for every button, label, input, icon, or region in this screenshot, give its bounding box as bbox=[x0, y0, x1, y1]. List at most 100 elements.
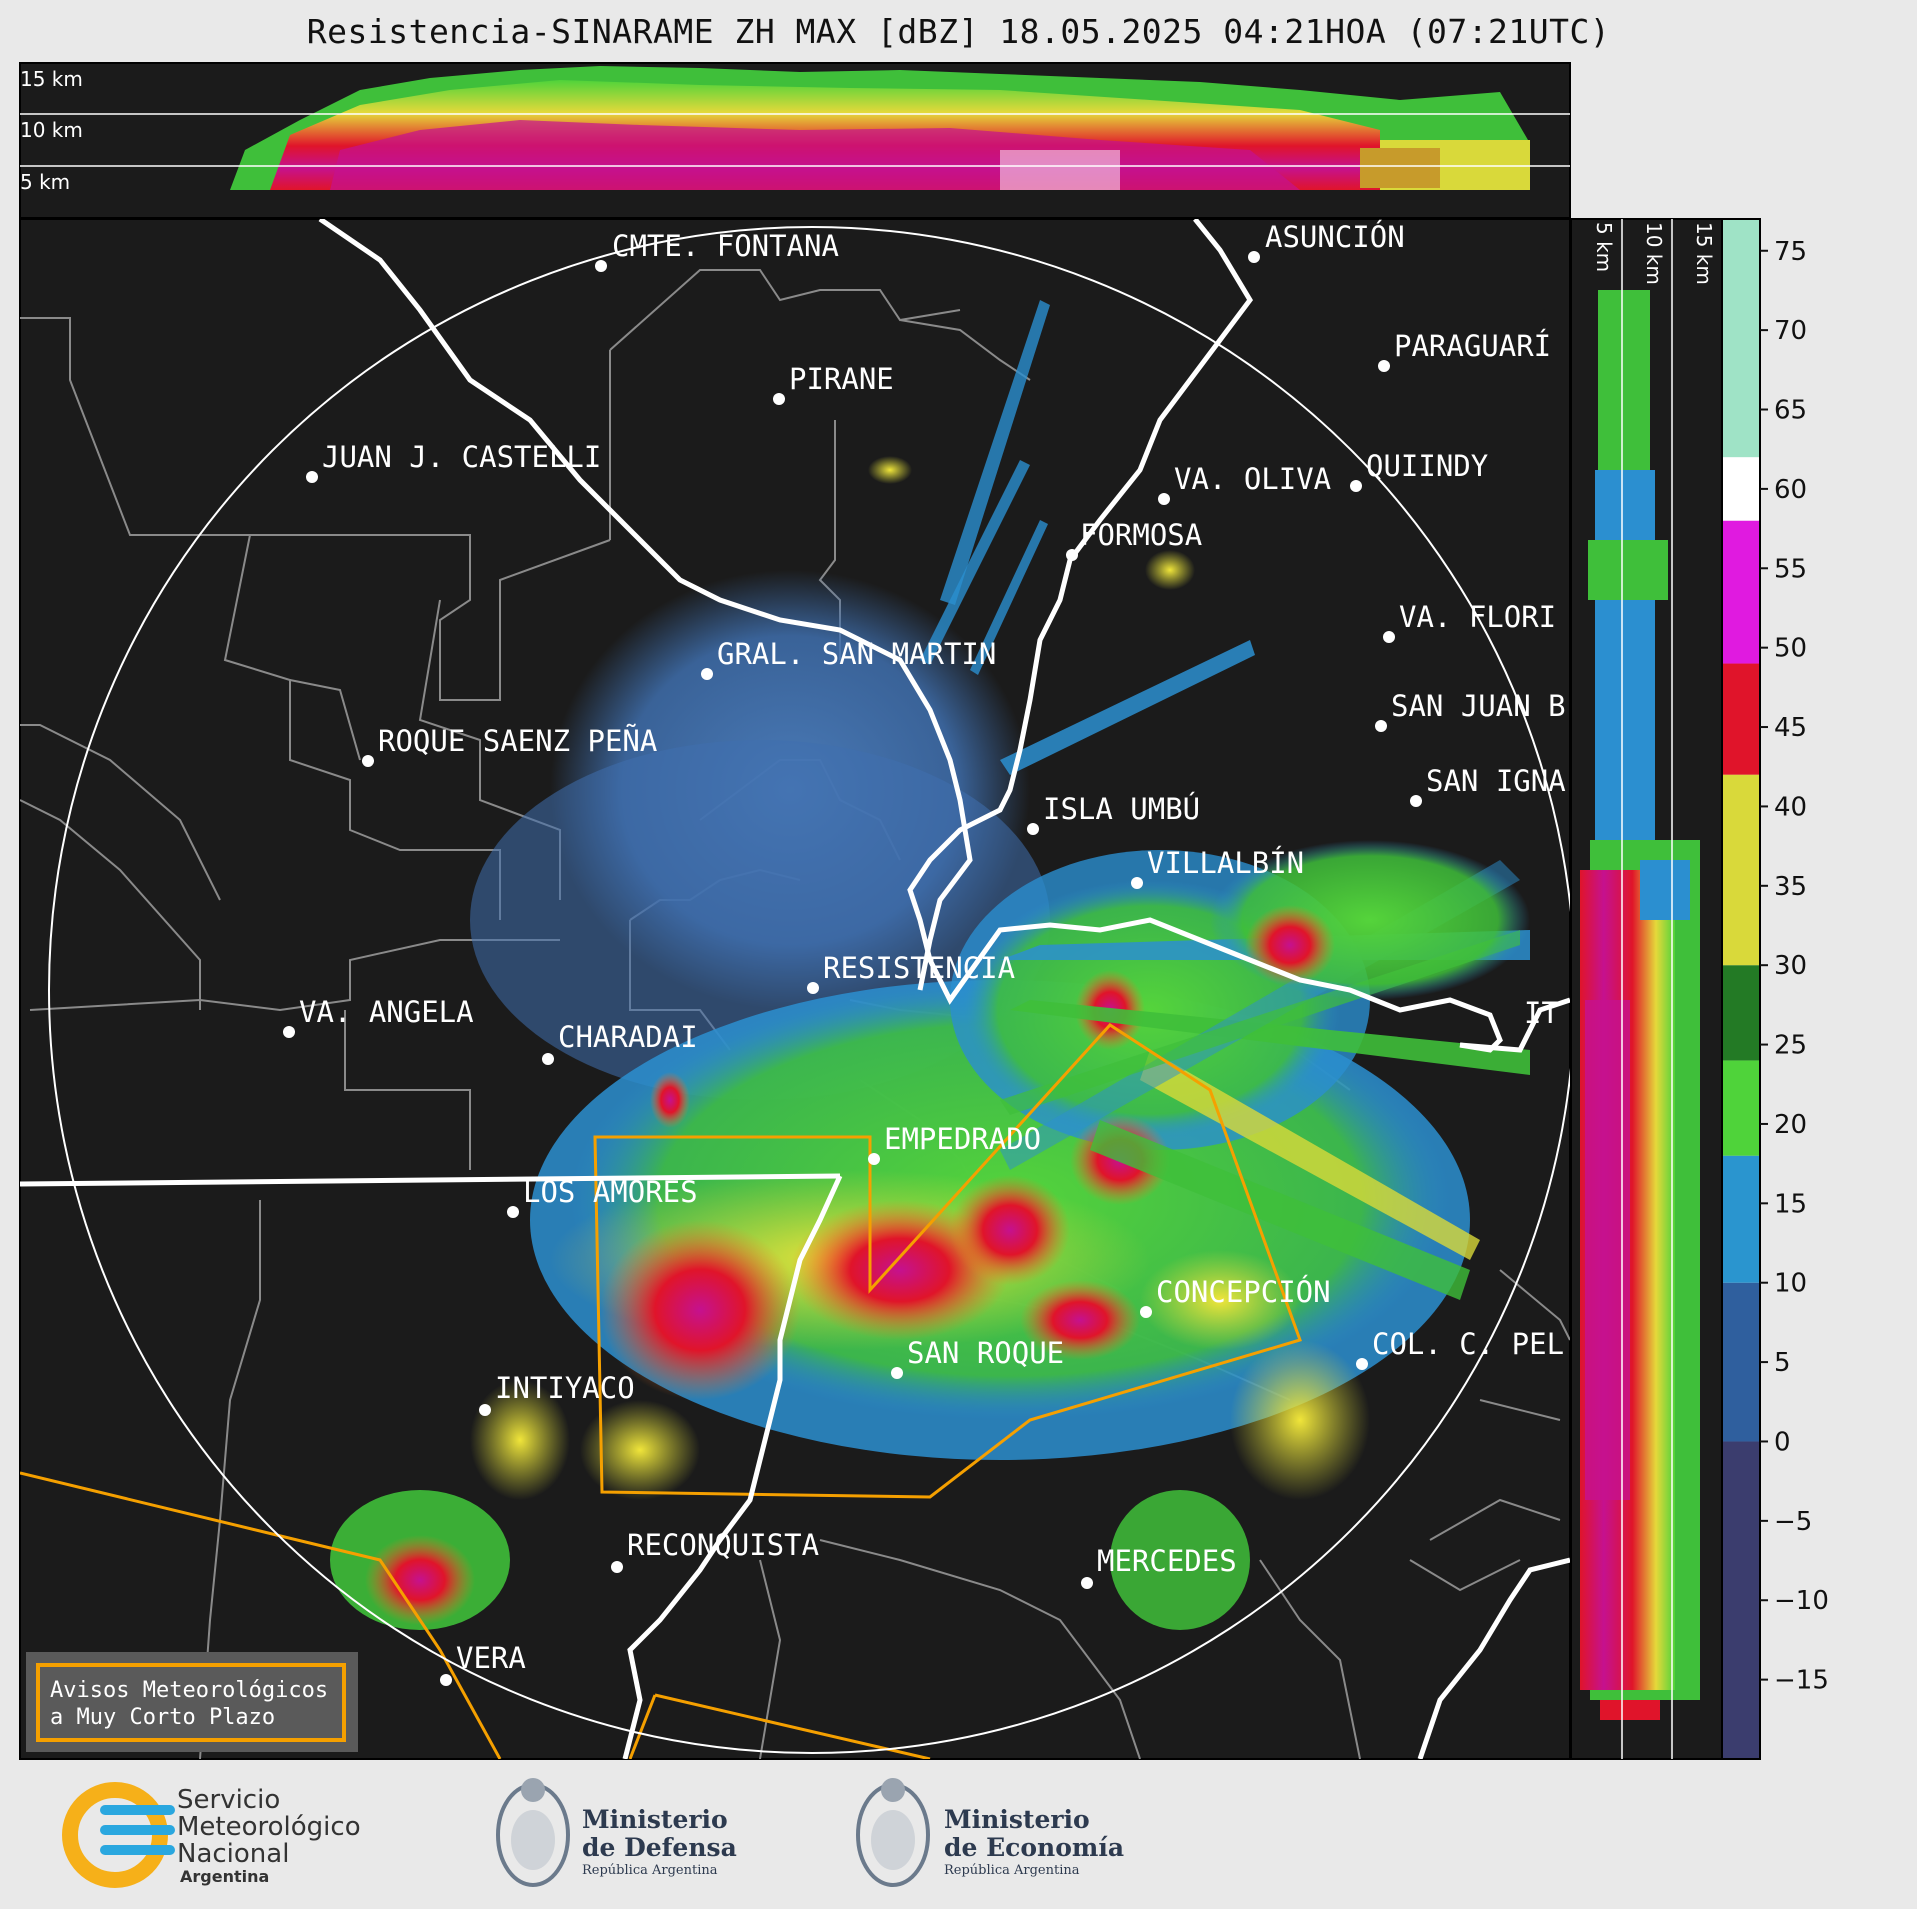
city-formosa: FORMOSA bbox=[1066, 518, 1202, 561]
city-label: ROQUE SAENZ PEÑA bbox=[378, 724, 657, 758]
rivers bbox=[20, 219, 1570, 1759]
city-mercedes: MERCEDES bbox=[1081, 1544, 1237, 1589]
city-reconquista: RECONQUISTA bbox=[611, 1528, 819, 1573]
city-va-flori: VA. FLORI bbox=[1383, 600, 1556, 643]
city-label: FORMOSA bbox=[1080, 518, 1202, 552]
city-label: INTIYACO bbox=[495, 1371, 635, 1405]
colorbar-band bbox=[1722, 965, 1760, 1061]
city-quiindy: QUIINDY bbox=[1350, 449, 1488, 492]
colorbar-band bbox=[1722, 663, 1760, 775]
colorbar-tick-label: 15 bbox=[1774, 1189, 1807, 1219]
city-san-igna: SAN IGNA bbox=[1410, 764, 1566, 807]
city-label: VILLALBÍN bbox=[1147, 846, 1304, 880]
defensa-line1: Ministerio bbox=[582, 1805, 728, 1834]
city-san-roque: SAN ROQUE bbox=[891, 1336, 1064, 1379]
city-cmte-fontana: CMTE. FONTANA bbox=[595, 229, 839, 272]
colorbar-band bbox=[1722, 1441, 1760, 1759]
city-concepcion: CONCEPCIÓN bbox=[1140, 1275, 1331, 1318]
city-label: IT bbox=[1524, 996, 1559, 1030]
city-label: SAN ROQUE bbox=[907, 1336, 1064, 1370]
colorbar-tick-label: 25 bbox=[1774, 1031, 1807, 1061]
defensa-logo: Ministerio de Defensa República Argentin… bbox=[496, 1778, 737, 1887]
city-label: ASUNCIÓN bbox=[1265, 220, 1405, 254]
colorbar-tick-label: −10 bbox=[1774, 1586, 1829, 1616]
city-label: CONCEPCIÓN bbox=[1156, 1275, 1331, 1309]
city-empedrado: EMPEDRADO bbox=[868, 1122, 1041, 1165]
defensa-line3: República Argentina bbox=[582, 1863, 718, 1878]
economia-line3: República Argentina bbox=[944, 1863, 1080, 1878]
city-col-c-pel: COL. C. PEL bbox=[1356, 1327, 1564, 1370]
top-height-label-15: 15 km bbox=[20, 67, 83, 91]
colorbar-tick-label: 40 bbox=[1774, 792, 1807, 822]
colorbar-tick-label: 50 bbox=[1774, 634, 1807, 664]
warning-legend-line1: Avisos Meteorológicos bbox=[50, 1678, 328, 1703]
city-villalbin: VILLALBÍN bbox=[1131, 846, 1304, 889]
colorbar-tick-label: 65 bbox=[1774, 396, 1807, 426]
colorbar-tick-label: 75 bbox=[1774, 237, 1807, 267]
smn-logo: Servicio Meteorológico Nacional Argentin… bbox=[62, 1782, 361, 1888]
city-label: ISLA UMBÚ bbox=[1043, 792, 1200, 826]
colorbar-band bbox=[1722, 219, 1760, 458]
city-label: MERCEDES bbox=[1097, 1544, 1237, 1578]
city-label: PARAGUARÍ bbox=[1394, 329, 1551, 363]
city-label: GRAL. SAN MARTIN bbox=[717, 637, 996, 671]
city-label: VA. OLIVA bbox=[1174, 462, 1331, 496]
city-label: LOS AMORES bbox=[523, 1175, 698, 1209]
smn-line3: Nacional bbox=[177, 1839, 289, 1869]
colorbar-tick-label: −15 bbox=[1774, 1666, 1829, 1696]
city-label: VERA bbox=[456, 1641, 526, 1675]
side-height-label-10: 10 km bbox=[1642, 222, 1666, 285]
smn-line1: Servicio bbox=[177, 1785, 280, 1815]
top-height-label-10: 10 km bbox=[20, 118, 83, 142]
city-label: EMPEDRADO bbox=[884, 1122, 1041, 1156]
city-label: RECONQUISTA bbox=[627, 1528, 819, 1562]
smn-line4: Argentina bbox=[180, 1867, 269, 1886]
colorbar-tick-label: 60 bbox=[1774, 475, 1807, 505]
colorbar-band bbox=[1722, 1282, 1760, 1442]
city-gral-san-martin: GRAL. SAN MARTIN bbox=[701, 637, 996, 680]
city-va-oliva: VA. OLIVA bbox=[1158, 462, 1331, 505]
city-label: SAN JUAN B bbox=[1391, 689, 1566, 723]
city-label: QUIINDY bbox=[1366, 449, 1488, 483]
city-label: RESISTENCIA bbox=[823, 951, 1015, 985]
colorbar-tick-label: 70 bbox=[1774, 316, 1807, 346]
footer-logos: Servicio Meteorológico Nacional Argentin… bbox=[62, 1778, 1124, 1888]
colorbar-band bbox=[1722, 457, 1760, 521]
city-los-amores: LOS AMORES bbox=[507, 1175, 698, 1218]
side-height-label-15: 15 km bbox=[1692, 222, 1716, 285]
city-label: CMTE. FONTANA bbox=[612, 229, 839, 263]
warning-legend-line2: a Muy Corto Plazo bbox=[50, 1705, 275, 1730]
economia-logo: Ministerio de Economía República Argenti… bbox=[856, 1778, 1124, 1887]
city-label: PIRANE bbox=[789, 362, 894, 396]
colorbar-band bbox=[1722, 774, 1760, 966]
radar-echoes bbox=[330, 300, 1530, 1630]
city-vera: VERA bbox=[440, 1641, 526, 1686]
colorbar-band bbox=[1722, 1155, 1760, 1283]
city-paraguari: PARAGUARÍ bbox=[1378, 329, 1551, 372]
city-pirane: PIRANE bbox=[773, 362, 894, 405]
range-ring bbox=[48, 226, 1570, 1754]
city-label: CHARADAI bbox=[558, 1020, 698, 1054]
side-height-label-5: 5 km bbox=[1592, 222, 1616, 272]
city-juan-j-castelli: JUAN J. CASTELLI bbox=[306, 440, 601, 483]
city-charadai: CHARADAI bbox=[542, 1020, 698, 1065]
city-label: VA. FLORI bbox=[1399, 600, 1556, 634]
colorbar-tick-label: 0 bbox=[1774, 1427, 1791, 1457]
map-title: Resistencia-SINARAME ZH MAX [dBZ] 18.05.… bbox=[306, 12, 1611, 51]
colorbar-tick-label: 45 bbox=[1774, 713, 1807, 743]
economia-line1: Ministerio bbox=[944, 1805, 1090, 1834]
colorbar-tick-label: 10 bbox=[1774, 1269, 1807, 1299]
city-layer: CMTE. FONTANA ASUNCIÓN PARAGUARÍ PIRANE … bbox=[283, 220, 1566, 1686]
top-height-profile: 15 km 10 km 5 km bbox=[19, 62, 1571, 219]
colorbar-band bbox=[1722, 520, 1760, 664]
warning-legend: Avisos Meteorológicos a Muy Corto Plazo bbox=[26, 1652, 358, 1752]
economia-line2: de Economía bbox=[944, 1833, 1124, 1862]
city-it: IT bbox=[1524, 996, 1559, 1030]
city-label: SAN IGNA bbox=[1426, 764, 1566, 798]
city-asuncion: ASUNCIÓN bbox=[1248, 220, 1405, 263]
city-intiyaco: INTIYACO bbox=[479, 1371, 635, 1416]
warning-polygons bbox=[20, 1023, 1302, 1759]
city-roque-saenz-pena: ROQUE SAENZ PEÑA bbox=[362, 724, 657, 767]
defensa-line2: de Defensa bbox=[582, 1833, 737, 1862]
